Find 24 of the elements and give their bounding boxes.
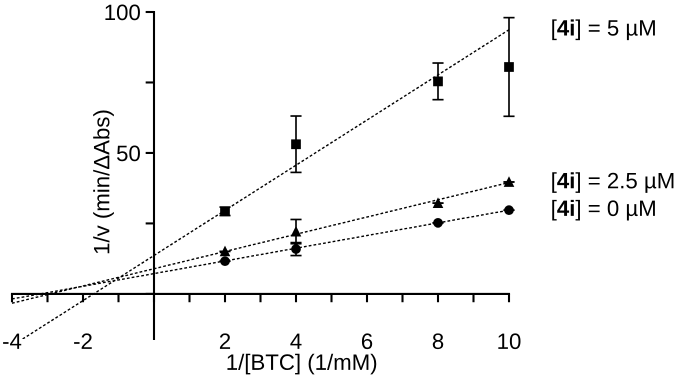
point [433, 76, 443, 86]
point [220, 256, 230, 266]
x-axis-title: 1/[BTC] (1/mM) [227, 354, 376, 374]
point [291, 139, 301, 150]
point [504, 205, 514, 216]
series-label: [4i] = 0 µM [552, 200, 655, 221]
x-tick-label: 2 [220, 333, 230, 349]
x-tick-label: 8 [432, 333, 444, 350]
x-tick-label: 4 [290, 334, 302, 349]
point [220, 246, 230, 256]
x-tick-label: 6 [362, 333, 372, 350]
x-tick-label: -2 [74, 333, 92, 349]
point [433, 218, 443, 228]
series-label: [4i] = 5 µM [552, 19, 655, 40]
y-axis-title: 1/v (min/ΔAbs) [93, 110, 114, 254]
point [504, 177, 514, 187]
x-tick-label: 10 [498, 333, 520, 350]
point [291, 226, 301, 236]
series-label: [4i] = 2.5 µM [552, 172, 674, 193]
point [433, 198, 443, 208]
y-tick-label: 50 [116, 145, 140, 162]
x-tick-label: -4 [3, 334, 22, 349]
y-tick-label: 100 [105, 4, 140, 20]
point [504, 62, 514, 72]
